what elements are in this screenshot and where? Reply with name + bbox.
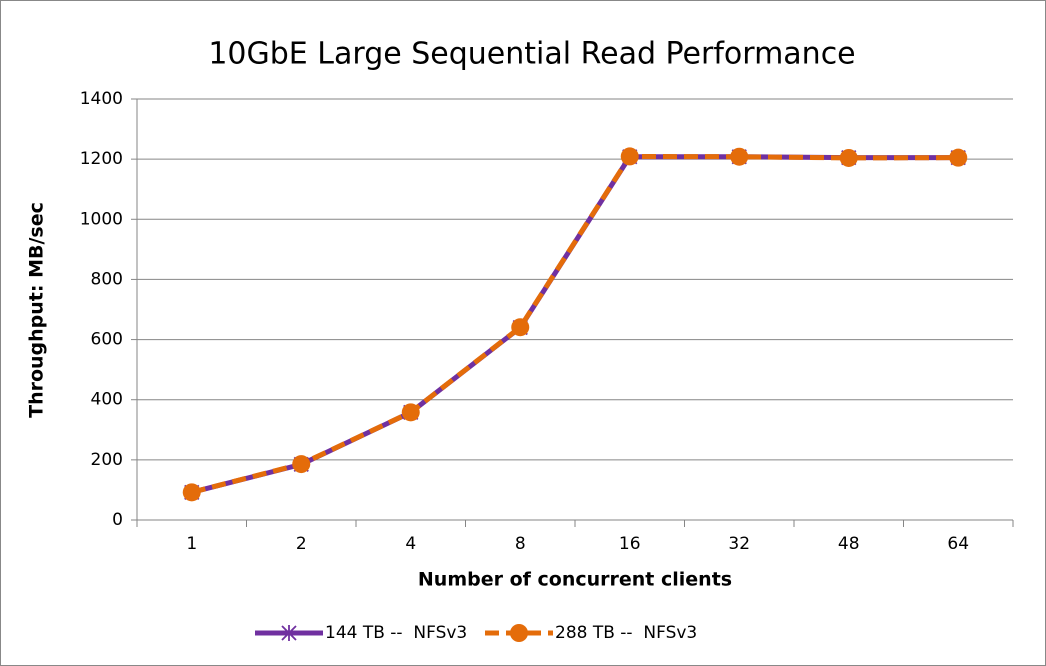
point [292, 455, 311, 474]
y-axis-label: Throughput: MB/sec [26, 202, 48, 418]
x-tick-label: 1 [186, 534, 197, 554]
x-tick-label: 8 [515, 534, 526, 554]
y-tick-label: 1200 [80, 149, 123, 169]
point [182, 483, 201, 502]
series-line [191, 153, 959, 495]
legend-label: 144 TB -- NFSv3 [325, 623, 467, 643]
point [511, 318, 530, 337]
x-tick-label: 16 [619, 534, 641, 554]
point [620, 147, 639, 166]
chart-title: 10GbE Large Sequential Read Performance [208, 37, 855, 72]
legend-marker [281, 625, 297, 641]
y-tick-label: 1400 [80, 89, 123, 109]
point [401, 403, 420, 422]
point [839, 148, 858, 167]
x-axis-label: Number of concurrent clients [418, 569, 732, 591]
y-tick-label: 200 [91, 450, 123, 470]
x-tick-label: 32 [728, 534, 750, 554]
y-tick-label: 1000 [80, 209, 123, 229]
x-tick-label: 2 [296, 534, 307, 554]
legend-label: 288 TB -- NFSv3 [555, 623, 697, 643]
point [949, 148, 968, 167]
legend-marker [510, 624, 528, 642]
y-tick-label: 600 [91, 330, 123, 350]
y-tick-label: 400 [91, 390, 123, 410]
x-tick-label: 64 [947, 534, 969, 554]
y-tick-label: 800 [91, 269, 123, 289]
point [730, 147, 749, 166]
x-tick-label: 48 [838, 534, 860, 554]
y-tick-label: 0 [112, 510, 123, 530]
x-tick-label: 4 [405, 534, 416, 554]
